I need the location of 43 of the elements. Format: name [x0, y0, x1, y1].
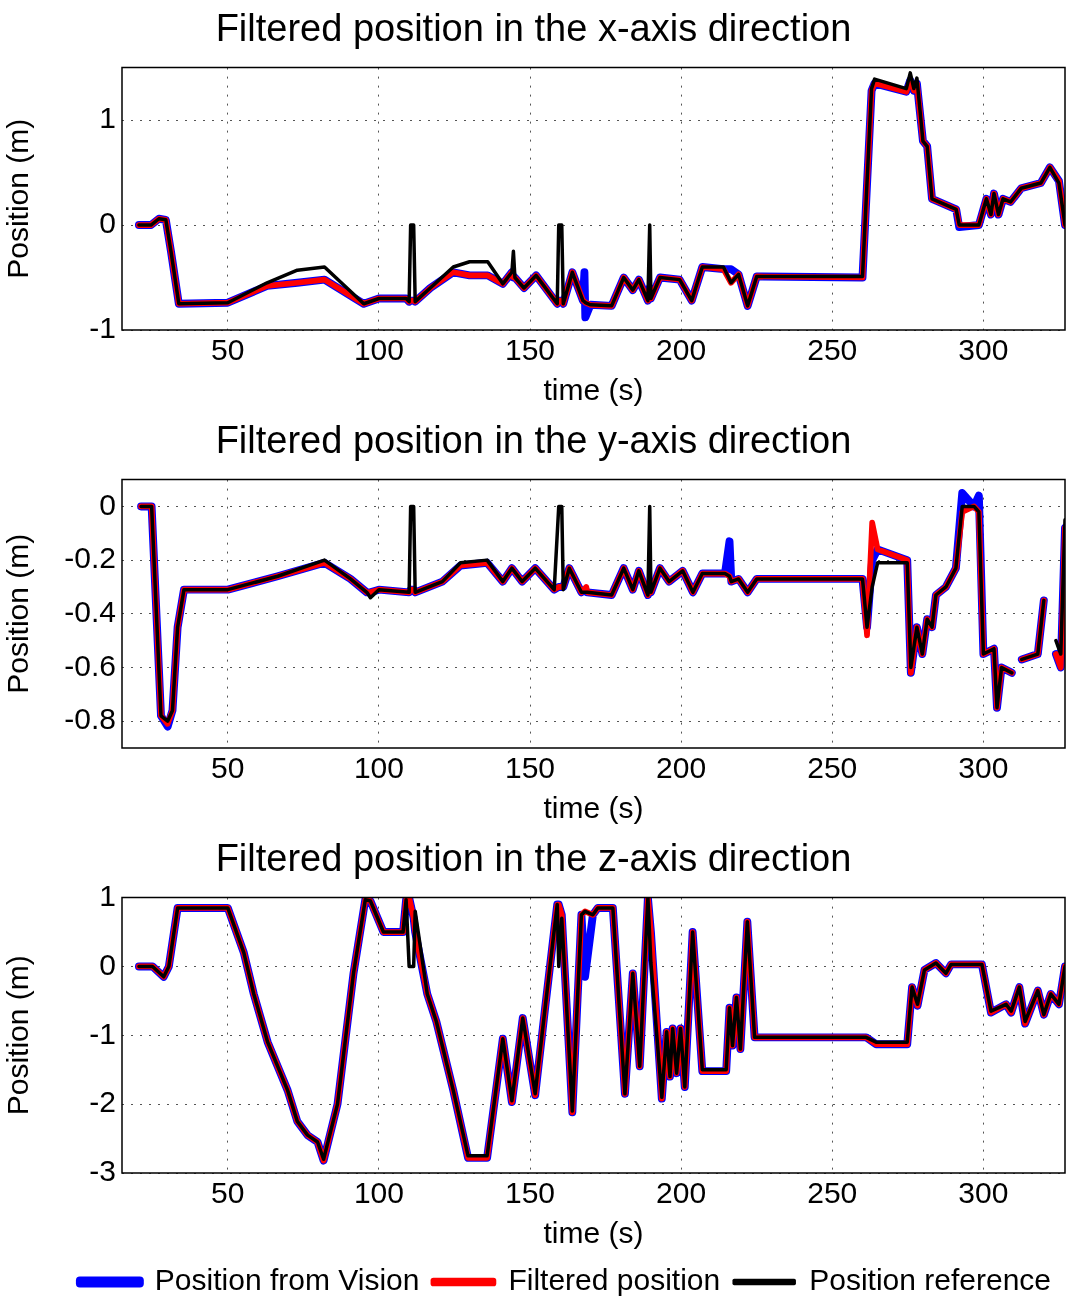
x-tick-label: 150 — [505, 1176, 556, 1210]
legend-label: Position reference — [809, 1263, 1052, 1297]
chart-title: Filtered position in the x-axis direction — [215, 7, 852, 50]
y-tick-label: 0 — [99, 947, 116, 981]
legend-label: Position from Vision — [154, 1263, 420, 1297]
y-tick-label: -2 — [89, 1085, 116, 1119]
x-tick-label: 200 — [656, 751, 707, 785]
y-tick-label: -0.2 — [64, 541, 116, 575]
legend-label: Filtered position — [508, 1263, 721, 1297]
y-axis-title: Position (m) — [1, 955, 35, 1116]
x-tick-label: 150 — [505, 751, 556, 785]
x-tick-label: 100 — [353, 1176, 404, 1210]
y-tick-label: 1 — [99, 101, 116, 135]
x-tick-label: 200 — [656, 1176, 707, 1210]
y-axis-title: Position (m) — [1, 118, 35, 279]
x-tick-label: 300 — [958, 751, 1009, 785]
y-tick-label: -0.4 — [64, 595, 116, 629]
x-tick-label: 300 — [958, 1176, 1009, 1210]
x-tick-label: 250 — [807, 1176, 858, 1210]
y-tick-label: -3 — [89, 1154, 116, 1188]
x-tick-label: 50 — [211, 1176, 245, 1210]
y-tick-label: -0.8 — [64, 702, 116, 736]
x-tick-label: 250 — [807, 751, 858, 785]
y-tick-label: -1 — [89, 311, 116, 345]
chart-title: Filtered position in the z-axis direction — [215, 837, 852, 880]
y-tick-label: -1 — [89, 1016, 116, 1050]
y-tick-label: 1 — [99, 878, 116, 912]
y-tick-label: -0.6 — [64, 648, 116, 682]
y-axis-title: Position (m) — [1, 533, 35, 694]
chart-title: Filtered position in the y-axis direction — [215, 419, 852, 462]
x-axis-title: time (s) — [543, 791, 644, 825]
x-tick-label: 50 — [211, 333, 245, 367]
x-tick-label: 100 — [353, 333, 404, 367]
y-tick-label: 0 — [99, 487, 116, 521]
x-axis-title: time (s) — [543, 373, 644, 407]
x-tick-label: 50 — [211, 751, 245, 785]
y-tick-label: 0 — [99, 206, 116, 240]
x-tick-label: 150 — [505, 333, 556, 367]
x-tick-label: 200 — [656, 333, 707, 367]
x-tick-label: 250 — [807, 333, 858, 367]
x-tick-label: 300 — [958, 333, 1009, 367]
x-tick-label: 100 — [353, 751, 404, 785]
x-axis-title: time (s) — [543, 1216, 644, 1250]
